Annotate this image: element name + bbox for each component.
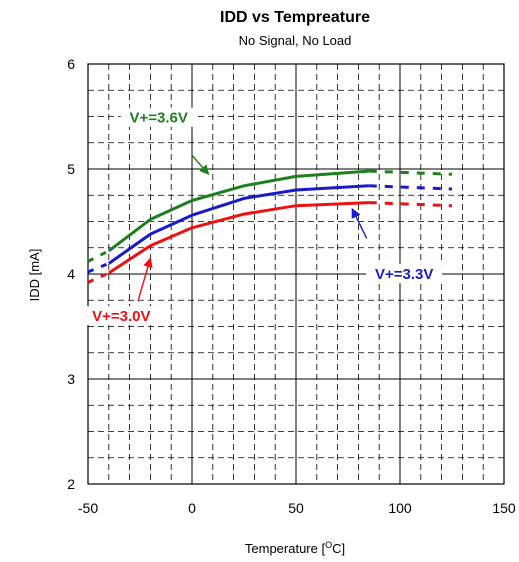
x-axis-label-unit: C] [332,541,345,556]
series-line [107,169,369,253]
annotation-label-bg [366,264,443,284]
plot-frame [87,63,505,485]
series-3 [87,201,453,284]
annotation-label-bg [120,107,197,127]
y-tick-label: 5 [67,161,75,177]
series-line-extrapolated-high [368,201,453,208]
x-axis-label: Temperature [OC] [245,540,345,556]
chart-title: IDD vs Tempreature [220,9,370,26]
x-tick-label: -50 [78,500,98,516]
annotations: V+=3.6V V+=3.3V V+=3.0V [83,107,443,326]
series-line-extrapolated-high [368,169,453,176]
series-line-extrapolated-low [87,262,110,274]
annotation-label-bg [83,306,160,326]
series-line [107,184,369,265]
series-2 [87,184,453,274]
x-tick-label: 150 [492,500,516,516]
y-axis-label: IDD [mA] [27,249,42,302]
annotation-arrow [351,208,368,239]
series-1 [87,169,453,263]
chart-subtitle: No Signal, No Load [239,33,352,48]
series-line-extrapolated-high [368,184,453,191]
y-tick-label: 2 [67,476,75,492]
annotation-arrow [191,154,210,175]
x-tick-label: 0 [188,500,196,516]
tick-labels: -50 0 50 100 150 2 3 4 5 6 [67,56,516,516]
y-tick-label: 4 [67,266,75,282]
y-tick-label: 6 [67,56,75,72]
annotation-label: V+=3.0V [92,308,150,325]
x-tick-label: 100 [388,500,412,516]
x-tick-label: 50 [288,500,304,516]
annotation-label: V+=3.6V [130,110,188,127]
series-line-extrapolated-low [87,271,110,284]
series-layer [87,169,453,284]
x-axis-label-superscript: O [325,540,332,550]
y-tick-label: 3 [67,371,75,387]
x-axis-label-text: Temperature [ [245,541,326,556]
annotation-arrow [137,257,153,302]
series-line-extrapolated-low [87,249,110,263]
annotation-label: V+=3.3V [375,266,433,283]
series-line [107,201,369,275]
